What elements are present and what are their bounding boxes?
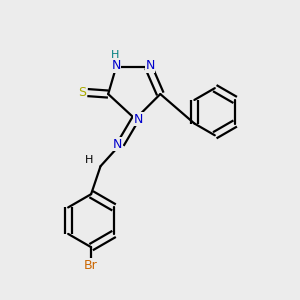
Text: N: N [134, 112, 143, 126]
Text: S: S [78, 86, 86, 99]
Text: H: H [85, 155, 94, 165]
Text: Br: Br [84, 259, 98, 272]
Text: N: N [145, 59, 155, 72]
Text: N: N [112, 59, 121, 72]
Text: N: N [113, 138, 122, 151]
Text: H: H [111, 50, 120, 60]
